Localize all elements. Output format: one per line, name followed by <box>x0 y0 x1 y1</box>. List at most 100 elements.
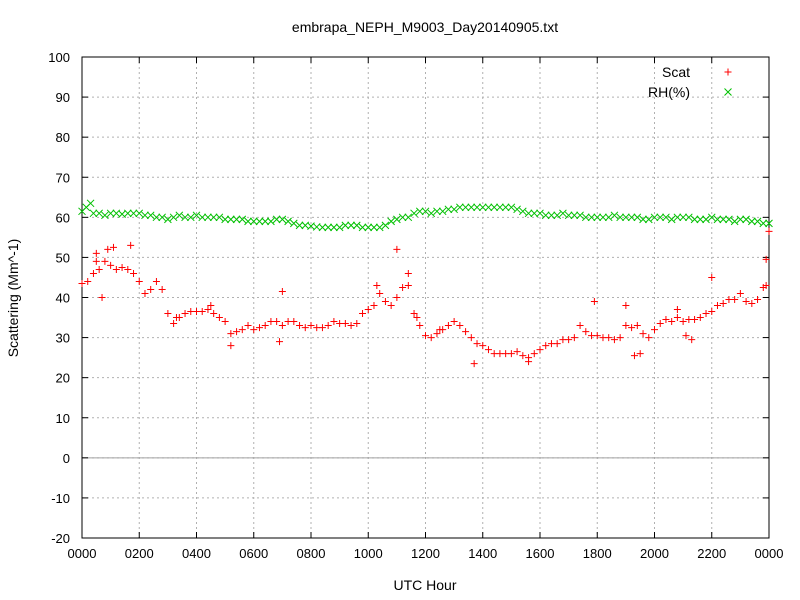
scat-point <box>101 257 109 265</box>
rh-point <box>753 217 762 226</box>
rh-point <box>438 207 447 216</box>
scat-point <box>347 322 355 330</box>
scat-point <box>593 332 601 340</box>
scat-point <box>553 340 561 348</box>
y-tick-label: 80 <box>56 130 70 145</box>
rh-point <box>536 209 544 218</box>
scat-point <box>513 348 521 356</box>
scat-point <box>244 322 252 330</box>
scat-point <box>233 328 241 336</box>
rh-point <box>141 211 149 220</box>
scat-point <box>210 310 218 318</box>
scat-point <box>679 318 687 326</box>
scat-point <box>656 320 664 328</box>
rh-point <box>215 213 224 222</box>
rh-point <box>747 217 756 226</box>
scat-point <box>742 298 750 306</box>
scat-point <box>238 326 246 334</box>
rh-point <box>599 213 607 222</box>
scat-point <box>373 281 381 289</box>
scat-point <box>762 255 770 263</box>
scat-point <box>762 281 770 289</box>
legend-label-rh: RH(%) <box>648 84 690 100</box>
scat-point <box>381 298 389 306</box>
scat-point <box>370 302 378 310</box>
y-axis-label: Scattering (Mm^-1) <box>5 239 21 358</box>
scat-point <box>436 326 444 334</box>
scat-point <box>422 332 429 340</box>
rh-point <box>181 213 189 222</box>
scat-point <box>691 316 699 324</box>
rh-point <box>393 215 401 224</box>
rh-point <box>358 223 367 232</box>
x-tick-label: 1200 <box>411 546 440 561</box>
x-tick-label: 0200 <box>125 546 154 561</box>
scat-point <box>127 241 135 249</box>
scat-point <box>364 306 372 314</box>
scat-point <box>207 302 215 310</box>
rh-point <box>604 213 613 222</box>
scat-point <box>748 300 756 308</box>
scat-point <box>610 336 618 344</box>
rh-point <box>455 203 464 212</box>
rh-point <box>507 203 516 212</box>
scat-point <box>215 314 223 322</box>
rh-point <box>267 217 275 226</box>
x-tick-label: 0400 <box>182 546 211 561</box>
rh-point <box>404 213 413 222</box>
rh-point <box>524 209 533 218</box>
scat-point <box>542 342 550 350</box>
rh-point <box>725 215 733 224</box>
rh-point <box>490 203 499 212</box>
rh-point <box>616 213 625 222</box>
scat-point <box>708 273 716 281</box>
scat-point <box>170 320 178 328</box>
rh-point <box>702 215 710 224</box>
y-tick-label: 40 <box>56 291 70 306</box>
rh-point <box>169 213 178 222</box>
rh-point <box>564 211 573 220</box>
rh-point <box>158 213 167 222</box>
rh-point <box>461 203 470 212</box>
scat-point <box>416 322 424 330</box>
rh-point <box>146 211 155 220</box>
rh-point <box>696 215 705 224</box>
rh-point <box>759 219 768 228</box>
rh-point <box>341 221 350 230</box>
rh-point <box>106 209 115 218</box>
chart-title: embrapa_NEPH_M9003_Day20140905.txt <box>292 19 558 35</box>
scat-point <box>427 334 435 342</box>
scat-point <box>754 296 762 304</box>
scat-point <box>565 336 573 344</box>
scat-point <box>198 308 206 316</box>
scat-point <box>688 336 696 344</box>
x-tick-label: 2000 <box>640 546 669 561</box>
scat-point <box>301 324 309 332</box>
rh-point <box>164 215 172 224</box>
rh-point <box>553 211 562 220</box>
scat-point <box>393 245 401 253</box>
rh-point <box>221 215 229 224</box>
scat-point <box>433 330 441 338</box>
scat-point <box>387 302 395 310</box>
y-tick-label: 10 <box>56 411 70 426</box>
legend-label-scat: Scat <box>662 64 690 80</box>
rh-point <box>644 215 653 224</box>
scat-point <box>576 322 584 330</box>
rh-point <box>593 213 602 222</box>
rh-point <box>289 219 298 228</box>
rh-point <box>387 217 396 226</box>
rh-point <box>667 215 676 224</box>
scat-point <box>172 314 180 322</box>
rh-point <box>255 217 264 226</box>
legend-marker-rh <box>724 88 732 96</box>
scat-point <box>278 287 286 295</box>
x-tick-label: 1800 <box>583 546 612 561</box>
rh-point <box>576 211 584 220</box>
rh-point <box>370 223 378 232</box>
scat-point <box>519 352 527 360</box>
scat-point <box>622 322 630 330</box>
x-tick-label: 1600 <box>526 546 555 561</box>
scat-point <box>570 334 578 342</box>
